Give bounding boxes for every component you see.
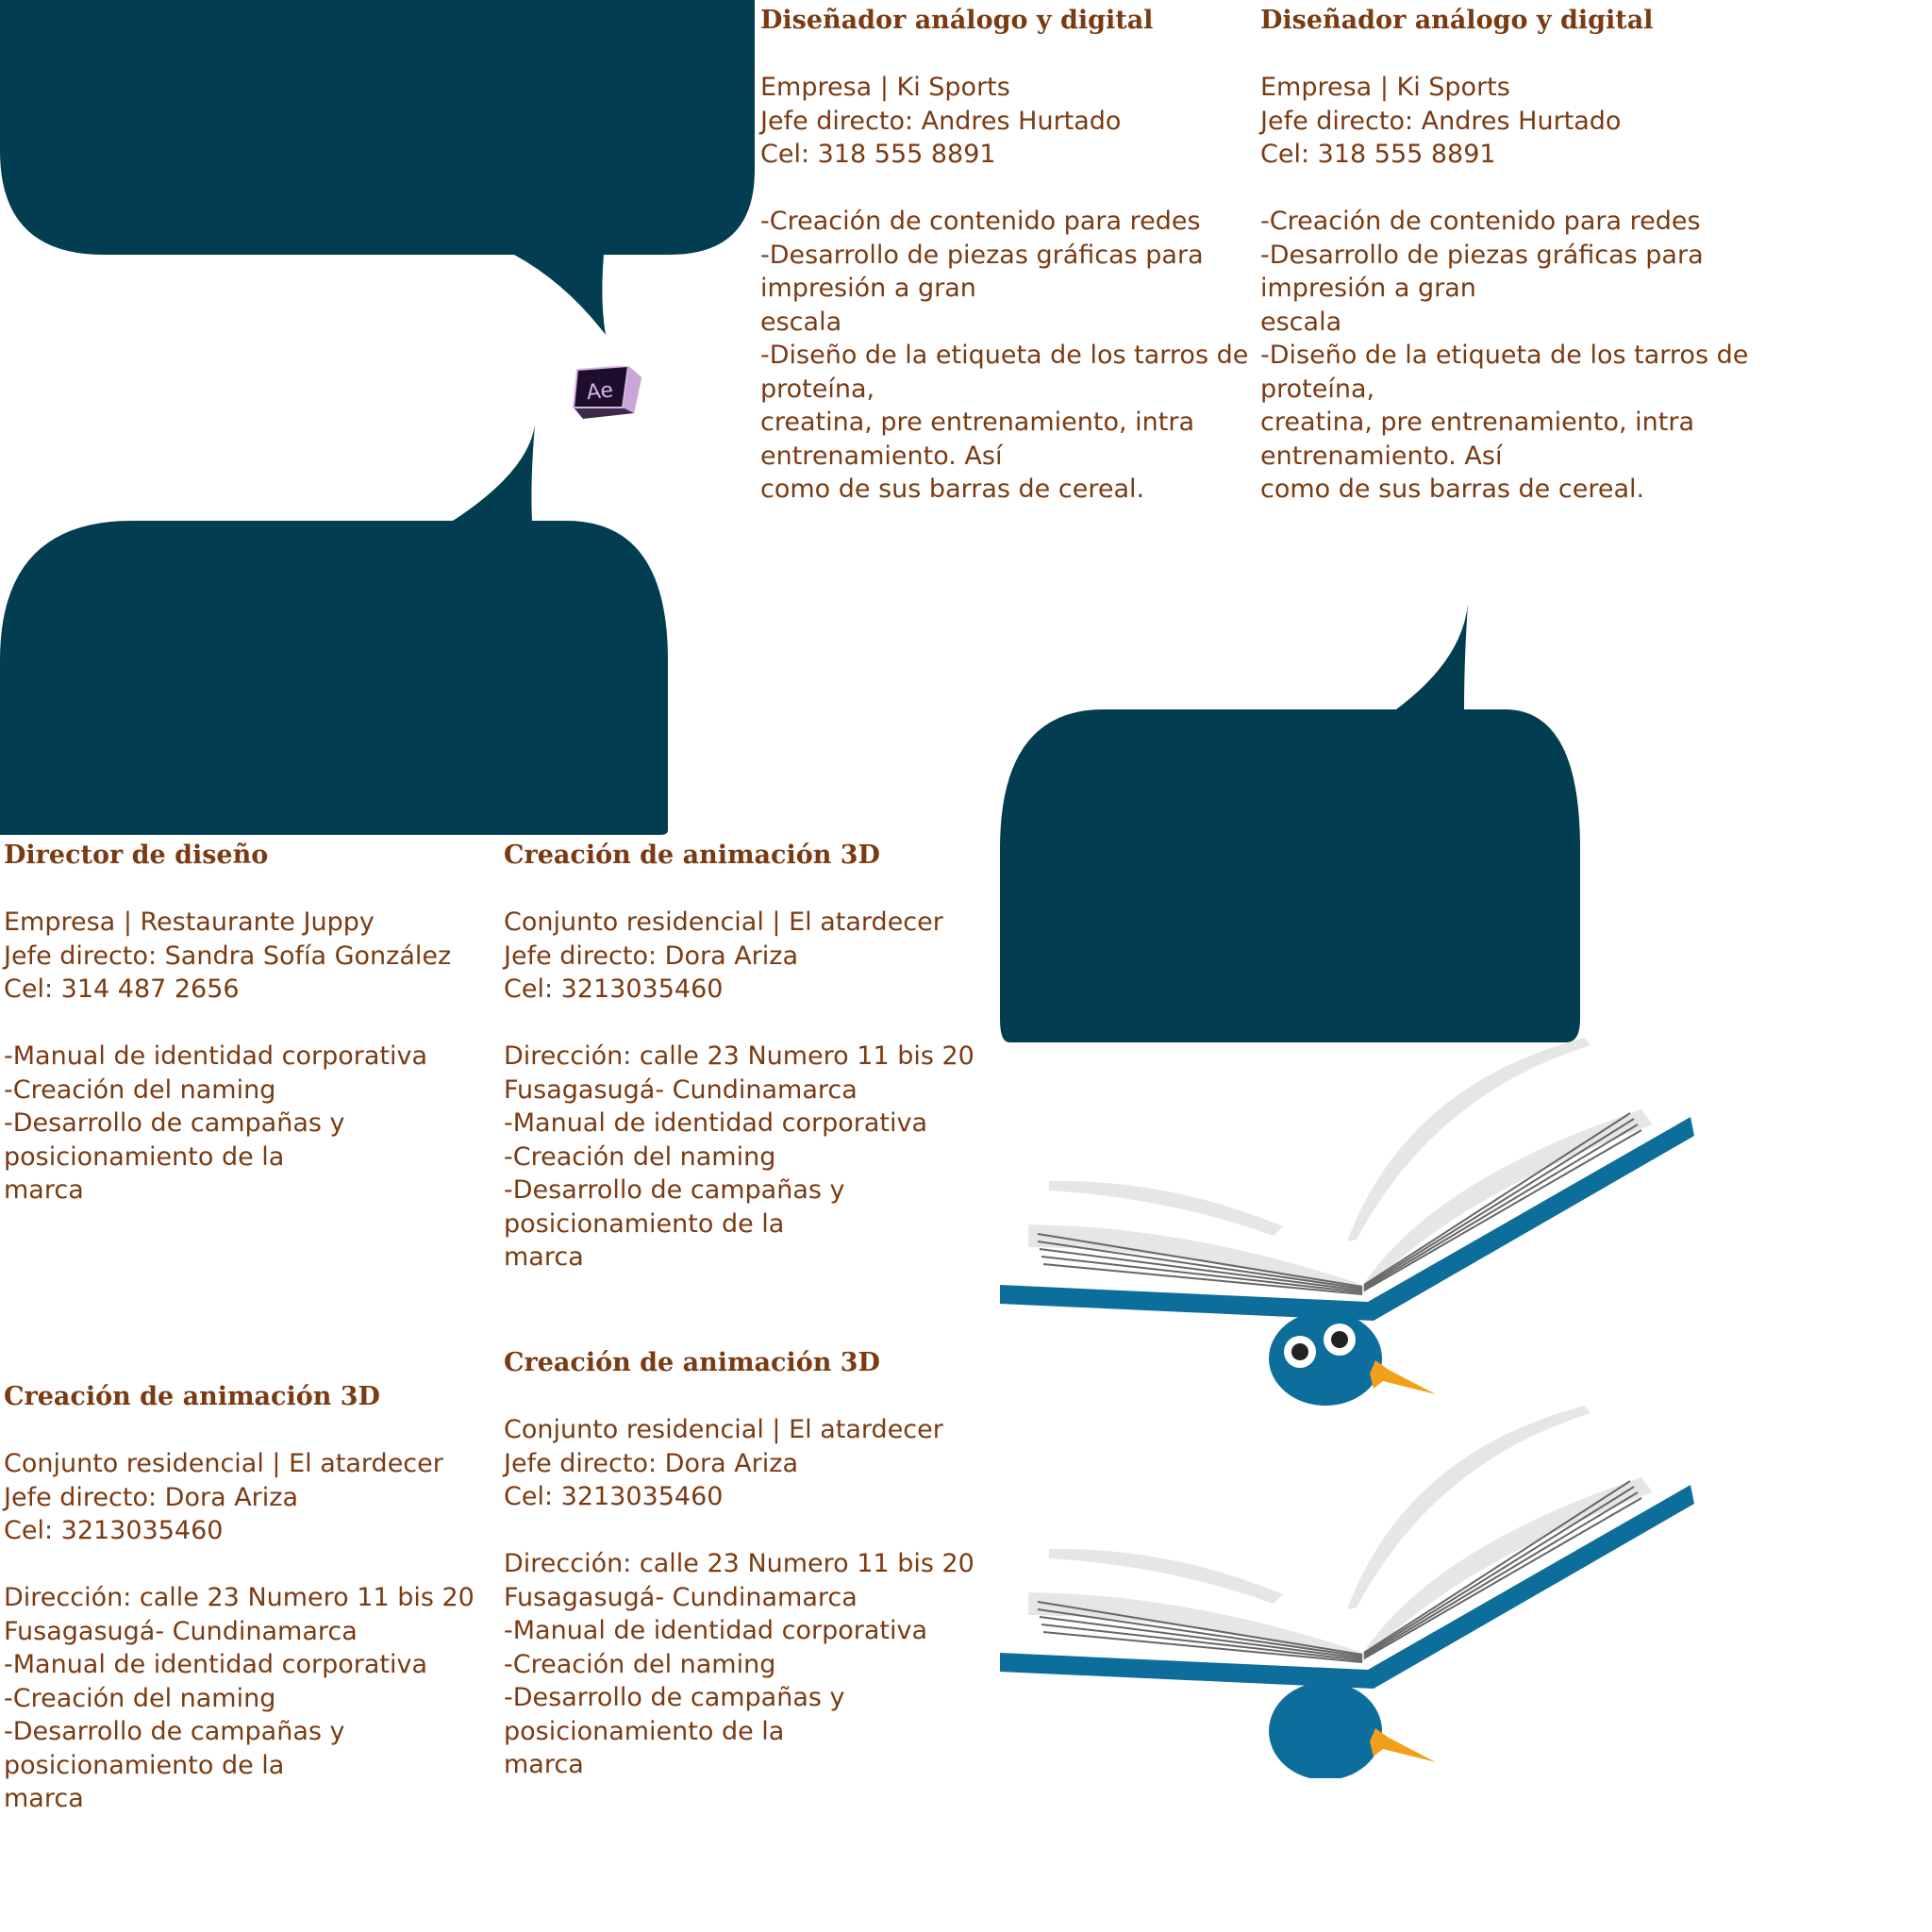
- experience-title: Creación de animación 3D: [504, 1348, 880, 1377]
- experience-phone: Cel: 3213035460: [504, 1482, 724, 1511]
- experience-line: escala: [1260, 307, 1342, 337]
- speech-bubble-middle-shape: [0, 425, 668, 835]
- experience-company: Conjunto residencial | El atardecer: [504, 1415, 943, 1444]
- experience-phone: Cel: 318 555 8891: [1260, 140, 1496, 169]
- experience-title: Diseñador análogo y digital: [1260, 6, 1654, 35]
- experience-block-atardecer-3: Creación de animación 3D Conjunto reside…: [504, 1346, 974, 1782]
- after-effects-icon: Ae: [572, 366, 641, 419]
- bird-beak: [1370, 1360, 1436, 1394]
- experience-line: -Diseño de la etiqueta de los tarros de: [760, 341, 1249, 370]
- experience-line: marca: [4, 1175, 84, 1205]
- experience-block-atardecer-1: Creación de animación 3D Conjunto reside…: [504, 839, 974, 1274]
- experience-line: Fusagasugá- Cundinamarca: [504, 1074, 858, 1105]
- experience-boss: Jefe directo: Andres Hurtado: [760, 106, 1122, 136]
- experience-boss: Jefe directo: Dora Ariza: [4, 1482, 298, 1512]
- experience-line: marca: [504, 1750, 584, 1779]
- speech-bubble-right: [1000, 604, 1580, 1042]
- experience-line: Fusagasugá- Cundinamarca: [4, 1616, 358, 1646]
- experience-block-ki-sports-1: Diseñador análogo y digital Empresa | Ki…: [760, 4, 1248, 507]
- experience-phone: Cel: 318 555 8891: [760, 140, 996, 169]
- experience-line: proteína,: [760, 374, 875, 404]
- experience-line: posicionamiento de la: [504, 1716, 785, 1746]
- flying-book-illustration-bottom: [1000, 1406, 1694, 1778]
- experience-phone: Cel: 3213035460: [504, 974, 724, 1004]
- flying-book-illustration-top: [1000, 1038, 1694, 1406]
- experience-title: Diseñador análogo y digital: [760, 6, 1154, 35]
- experience-line: -Creación del naming: [504, 1649, 776, 1679]
- bird-head: [1269, 1682, 1382, 1778]
- experience-line: posicionamiento de la: [4, 1141, 285, 1172]
- experience-line: Dirección: calle 23 Numero 11 bis 20: [4, 1583, 475, 1612]
- bird-beak: [1370, 1728, 1436, 1762]
- experience-phone: Cel: 314 487 2656: [4, 974, 240, 1004]
- experience-line: impresión a gran: [1260, 274, 1476, 303]
- experience-block-atardecer-2: Creación de animación 3D Conjunto reside…: [4, 1380, 475, 1816]
- experience-line: -Desarrollo de campañas y: [4, 1108, 345, 1138]
- experience-line: creatina, pre entrenamiento, intra: [760, 408, 1194, 437]
- speech-bubble-top-shape: [0, 0, 755, 335]
- experience-line: -Manual de identidad corporativa: [504, 1108, 928, 1138]
- experience-line: -Desarrollo de piezas gráficas para: [1260, 240, 1704, 270]
- experience-line: -Creación del naming: [4, 1683, 276, 1713]
- experience-boss: Jefe directo: Andres Hurtado: [1260, 106, 1622, 136]
- experience-line: -Creación del naming: [504, 1141, 776, 1172]
- experience-title: Director de diseño: [4, 841, 269, 870]
- experience-line: Dirección: calle 23 Numero 11 bis 20: [504, 1549, 974, 1578]
- experience-company: Empresa | Restaurante Juppy: [4, 908, 375, 937]
- experience-line: -Manual de identidad corporativa: [4, 1650, 428, 1679]
- speech-bubble-right-shape: [1000, 604, 1580, 1042]
- experience-line: -Creación de contenido para redes: [760, 207, 1201, 236]
- experience-line: como de sus barras de cereal.: [760, 475, 1145, 504]
- experience-phone: Cel: 3213035460: [4, 1516, 224, 1545]
- experience-line: -Desarrollo de piezas gráficas para: [760, 240, 1204, 270]
- experience-line: -Manual de identidad corporativa: [504, 1616, 928, 1645]
- experience-line: como de sus barras de cereal.: [1260, 475, 1645, 504]
- experience-line: creatina, pre entrenamiento, intra: [1260, 408, 1694, 437]
- experience-line: marca: [4, 1784, 84, 1813]
- experience-block-juppy: Director de diseño Empresa | Restaurante…: [4, 839, 451, 1208]
- experience-line: entrenamiento. Así: [760, 441, 1003, 471]
- experience-boss: Jefe directo: Dora Ariza: [504, 1448, 798, 1478]
- experience-title: Creación de animación 3D: [4, 1382, 380, 1411]
- experience-line: -Manual de identidad corporativa: [4, 1041, 428, 1071]
- experience-line: -Desarrollo de campañas y: [504, 1175, 845, 1205]
- speech-bubble-middle: [0, 425, 668, 835]
- experience-line: Dirección: calle 23 Numero 11 bis 20: [504, 1041, 974, 1071]
- experience-line: marca: [504, 1242, 584, 1272]
- experience-line: proteína,: [1260, 374, 1375, 404]
- experience-company: Empresa | Ki Sports: [760, 73, 1010, 102]
- experience-line: -Creación del naming: [4, 1074, 276, 1105]
- experience-line: escala: [760, 307, 842, 337]
- experience-company: Conjunto residencial | El atardecer: [504, 908, 943, 937]
- experience-line: -Creación de contenido para redes: [1260, 207, 1701, 236]
- experience-line: -Desarrollo de campañas y: [4, 1717, 345, 1746]
- experience-line: posicionamiento de la: [4, 1750, 285, 1780]
- experience-company: Conjunto residencial | El atardecer: [4, 1449, 443, 1478]
- experience-line: impresión a gran: [760, 274, 976, 303]
- experience-line: Fusagasugá- Cundinamarca: [504, 1582, 858, 1612]
- experience-title: Creación de animación 3D: [504, 841, 880, 870]
- experience-company: Empresa | Ki Sports: [1260, 73, 1510, 102]
- experience-line: posicionamiento de la: [504, 1208, 785, 1239]
- experience-line: entrenamiento. Así: [1260, 441, 1503, 471]
- experience-block-ki-sports-2: Diseñador análogo y digital Empresa | Ki…: [1260, 4, 1748, 507]
- experience-line: -Diseño de la etiqueta de los tarros de: [1260, 341, 1749, 370]
- speech-bubble-top: [0, 0, 755, 335]
- experience-boss: Jefe directo: Dora Ariza: [504, 941, 798, 971]
- experience-boss: Jefe directo: Sandra Sofía González: [4, 941, 452, 971]
- experience-line: -Desarrollo de campañas y: [504, 1683, 845, 1712]
- ae-icon-label: Ae: [585, 378, 614, 405]
